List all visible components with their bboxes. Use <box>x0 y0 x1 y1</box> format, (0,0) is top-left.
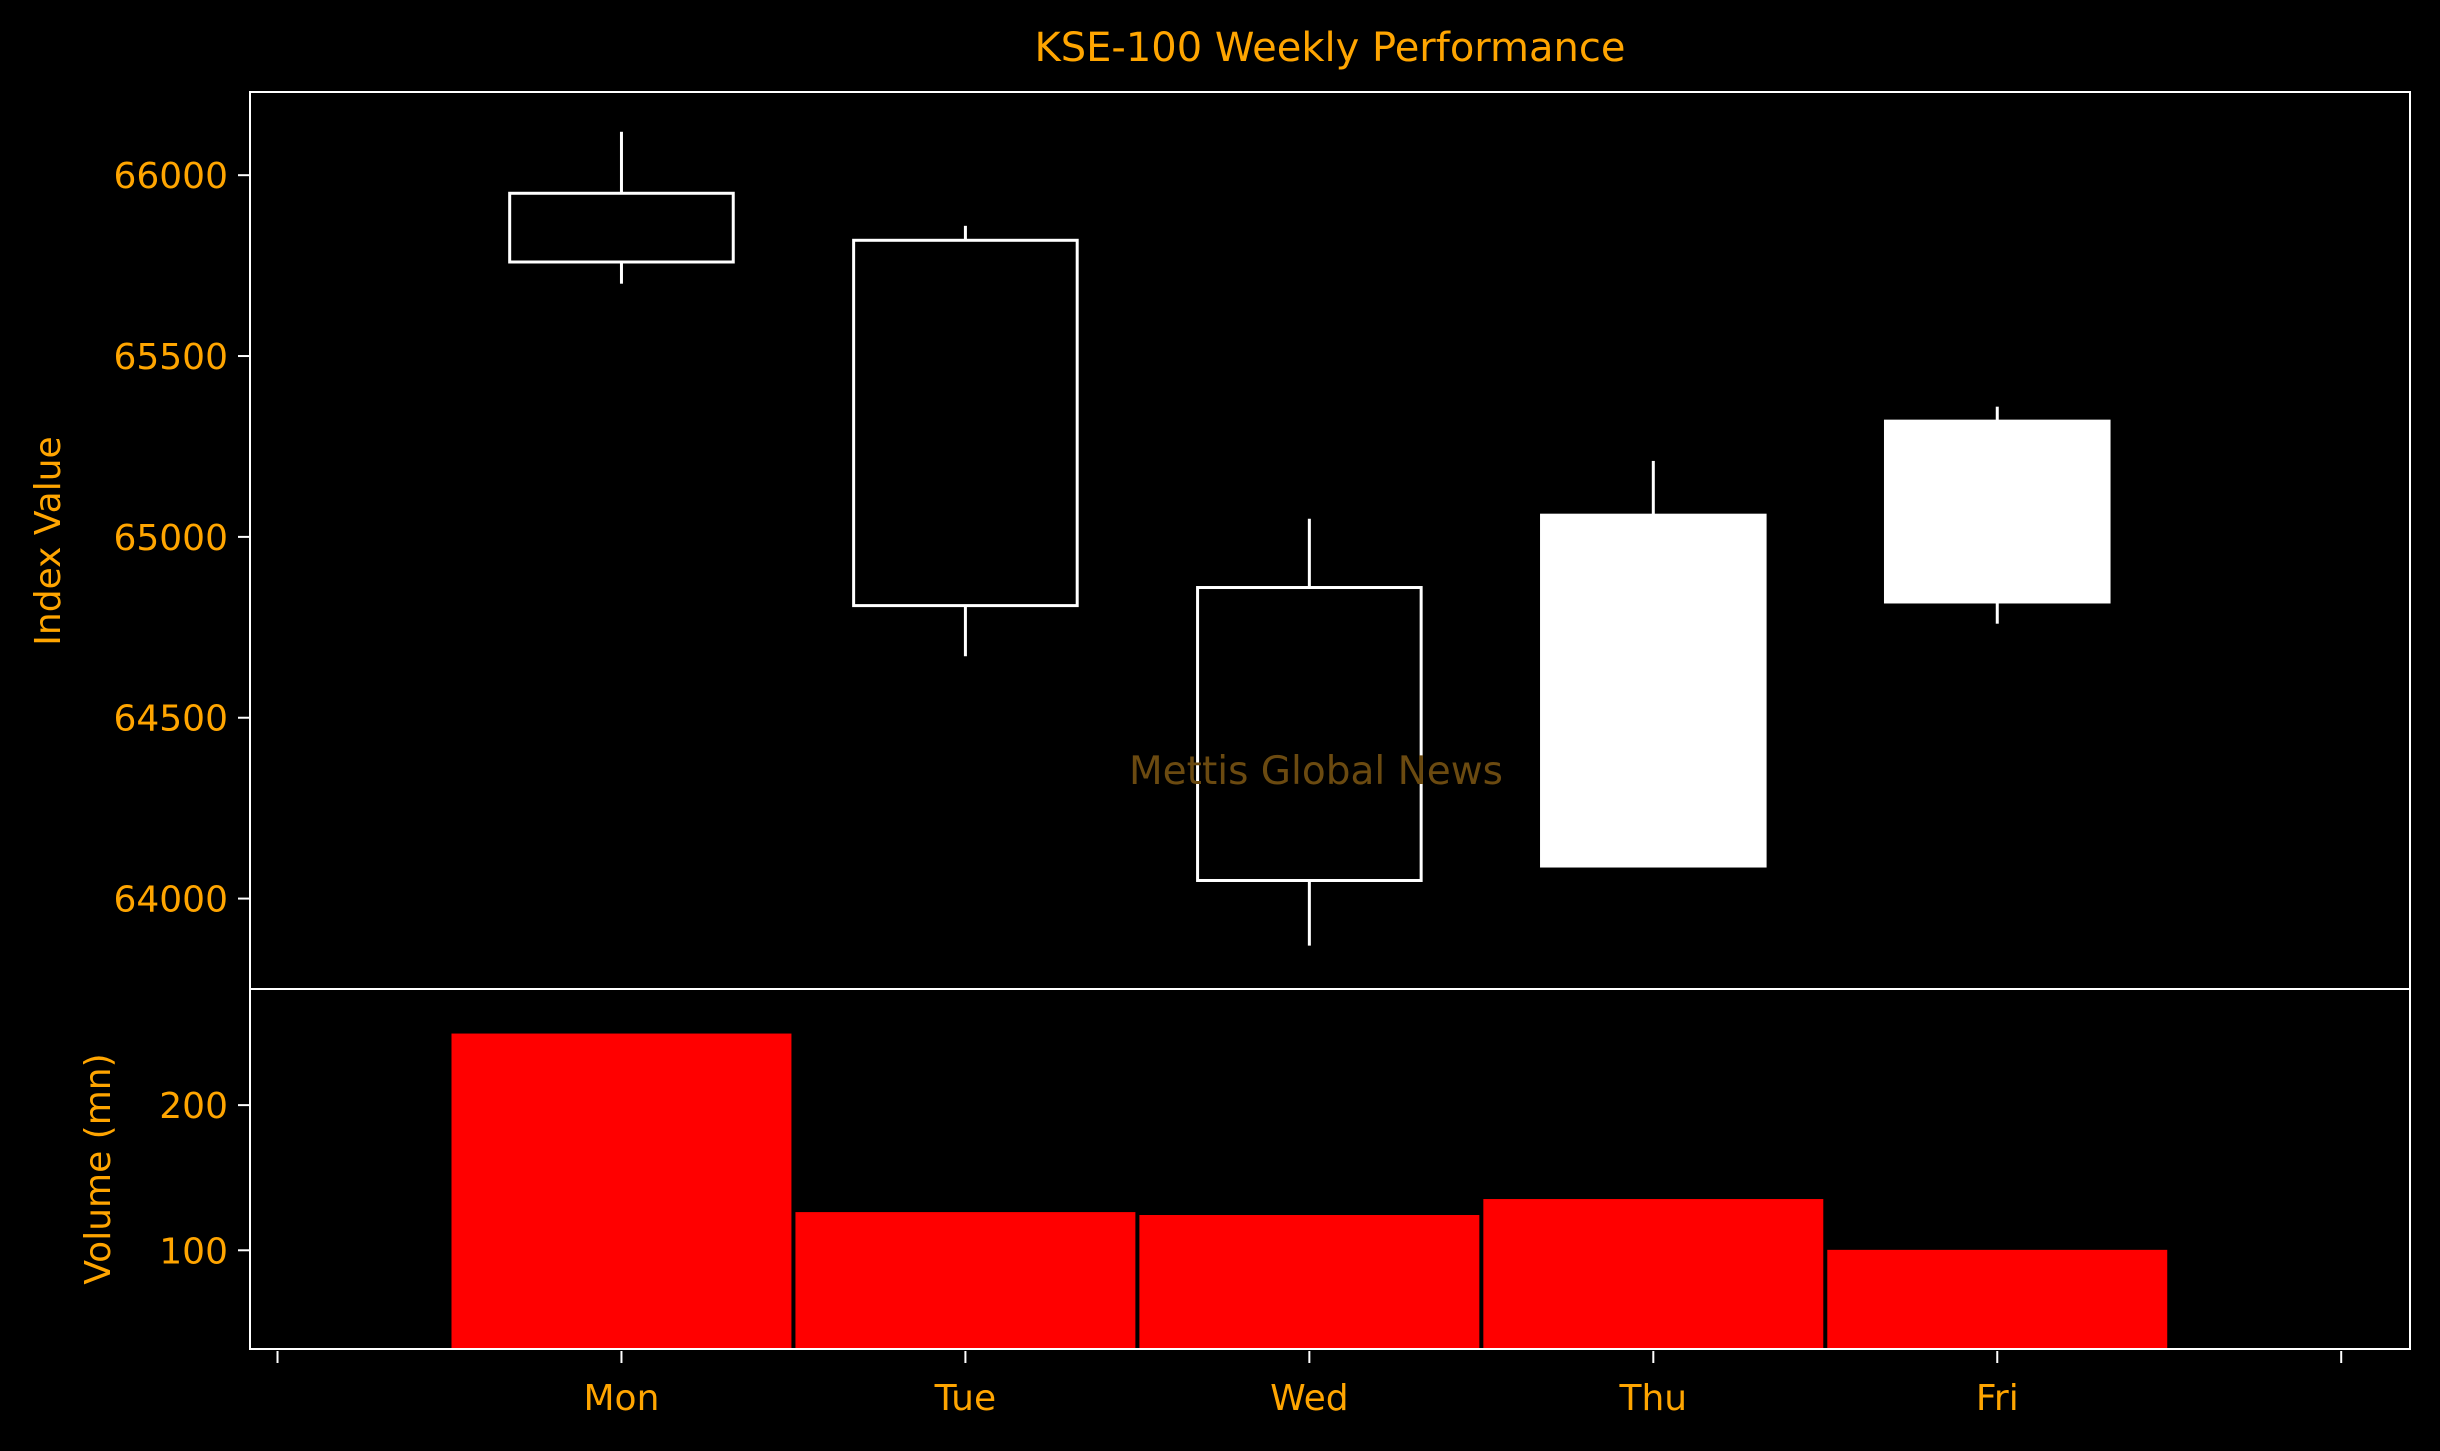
price-tick-label: 65500 <box>113 337 228 378</box>
x-tick-label-fri: Fri <box>1976 1378 2019 1419</box>
x-tick-label-wed: Wed <box>1270 1378 1349 1419</box>
volume-bar-fri <box>1825 1247 2170 1351</box>
candle-body <box>1196 586 1423 882</box>
x-tick-label-mon: Mon <box>584 1378 660 1419</box>
volume-bar-thu <box>1481 1197 1826 1350</box>
volume-bar-wed <box>1137 1213 1482 1350</box>
volume-panel-frame <box>249 988 2411 1350</box>
volume-bar-tue <box>793 1210 1138 1351</box>
watermark: Mettis Global News <box>1129 749 1503 794</box>
price-tick-label: 66000 <box>113 156 228 197</box>
x-axis: Mon Tue Wed Thu Fri <box>276 1351 2343 1419</box>
price-panel: 64000 64500 65000 65500 66000 <box>113 91 2411 990</box>
candle-wed <box>1196 518 1423 946</box>
candle-fri <box>1883 406 2111 624</box>
candle-mon <box>508 131 735 284</box>
candle-tue <box>852 225 1079 657</box>
price-tick-label: 64000 <box>113 880 228 921</box>
volume-tick-label: 200 <box>159 1086 228 1127</box>
price-tick-label: 65000 <box>113 518 228 559</box>
candle-body <box>508 191 735 264</box>
candle-body <box>1540 513 1767 868</box>
x-tick-label-thu: Thu <box>1618 1378 1687 1419</box>
candle-body <box>852 238 1079 608</box>
volume-panel: 100 200 <box>159 988 2411 1351</box>
x-tick-label-tue: Tue <box>934 1378 997 1419</box>
chart-title: KSE-100 Weekly Performance <box>1035 25 1626 71</box>
volume-tick-label: 100 <box>159 1231 228 1272</box>
candle-thu <box>1540 460 1767 868</box>
volume-bar-mon <box>449 1031 794 1350</box>
candle-body <box>1883 419 2111 604</box>
price-tick-label: 64500 <box>113 699 228 740</box>
price-axis-label: Index Value <box>28 436 69 645</box>
volume-axis-label: Volume (mn) <box>78 1053 119 1284</box>
